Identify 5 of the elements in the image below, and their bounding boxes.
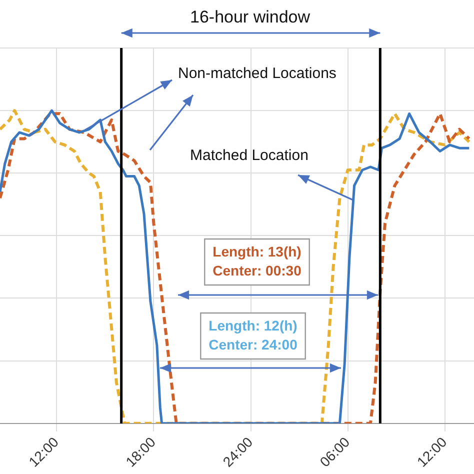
annotation: Length: 13(h) Center: 00:30 xyxy=(212,243,302,278)
text: Non-matched Locations xyxy=(178,65,336,82)
annotation: Matched Location xyxy=(190,147,308,164)
annotation: Length: 12(h) Center: 24:00 xyxy=(208,317,298,352)
text: 16-hour window xyxy=(190,8,311,27)
